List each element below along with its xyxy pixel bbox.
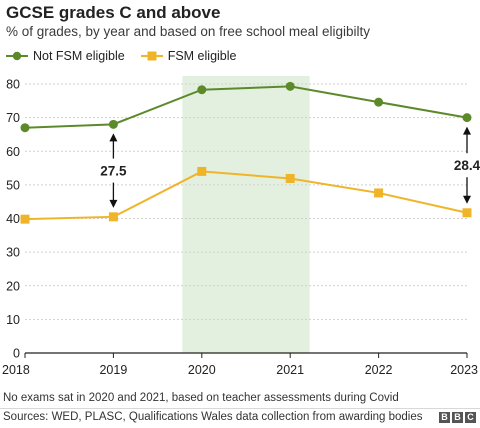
- y-tick-label: 80: [6, 78, 20, 92]
- data-point-fsm: [108, 212, 118, 222]
- x-tick-label: 2020: [188, 363, 216, 377]
- y-tick-label: 60: [6, 145, 20, 159]
- y-tick-label: 10: [6, 313, 20, 327]
- chart-note: No exams sat in 2020 and 2021, based on …: [3, 392, 399, 404]
- data-point-fsm: [285, 173, 295, 183]
- data-point-not-fsm: [108, 119, 118, 129]
- chart-source: Sources: WED, PLASC, Qualifications Wale…: [3, 411, 423, 423]
- legend-item-not-fsm: Not FSM eligible: [6, 49, 125, 63]
- data-point-fsm: [20, 214, 30, 224]
- data-point-fsm: [374, 188, 384, 198]
- gap-arrow-head-down: [463, 195, 471, 204]
- gap-arrow-head-down: [109, 199, 118, 208]
- data-point-not-fsm: [285, 81, 295, 91]
- footer-divider: [0, 408, 480, 409]
- legend-line-circle-icon: [6, 51, 28, 61]
- y-tick-label: 0: [13, 347, 20, 361]
- series-line-not-fsm: [24, 85, 468, 129]
- data-point-not-fsm: [20, 123, 30, 133]
- x-tick-label: 2022: [365, 363, 393, 377]
- data-point-fsm: [197, 166, 207, 176]
- chart-title: GCSE grades C and above: [6, 3, 221, 22]
- y-tick-label: 20: [6, 279, 20, 293]
- gap-label: 27.5: [100, 164, 127, 179]
- gap-arrow-head-up: [109, 133, 118, 142]
- bbc-logo: B B C: [437, 412, 476, 423]
- y-tick-label: 30: [6, 246, 20, 260]
- legend-line-square-icon: [140, 51, 163, 61]
- x-tick-label: 2021: [276, 363, 304, 377]
- data-point-fsm: [462, 208, 472, 218]
- x-tick-label: 2019: [99, 363, 127, 377]
- y-tick-label: 50: [6, 178, 20, 192]
- chart-subtitle: % of grades, by year and based on free s…: [6, 24, 370, 39]
- data-point-not-fsm: [374, 97, 384, 107]
- legend-label-not-fsm: Not FSM eligible: [33, 49, 125, 63]
- bbc-logo-letter: B: [452, 412, 463, 423]
- series-line-fsm: [24, 170, 468, 221]
- gap-arrow-head-up: [463, 126, 471, 135]
- x-tick-label: 2018: [2, 363, 30, 377]
- covid-period-highlight: [182, 76, 310, 353]
- legend: Not FSM eligible FSM eligible: [6, 49, 252, 63]
- line-chart: 0 10 20 30 40 50 60 70 80 2018 2019 2020 2021 2022 202…: [2, 76, 480, 377]
- x-tick-label: 2023: [450, 363, 478, 377]
- legend-label-fsm: FSM eligible: [167, 49, 237, 63]
- y-tick-label: 70: [6, 111, 20, 125]
- data-point-not-fsm: [462, 113, 472, 123]
- gap-label: 28.4: [454, 158, 480, 173]
- y-tick-label: 40: [6, 212, 20, 226]
- bbc-logo-letter: C: [465, 412, 476, 423]
- data-point-not-fsm: [197, 85, 207, 95]
- legend-item-fsm: FSM eligible: [140, 49, 237, 63]
- bbc-logo-letter: B: [439, 412, 450, 423]
